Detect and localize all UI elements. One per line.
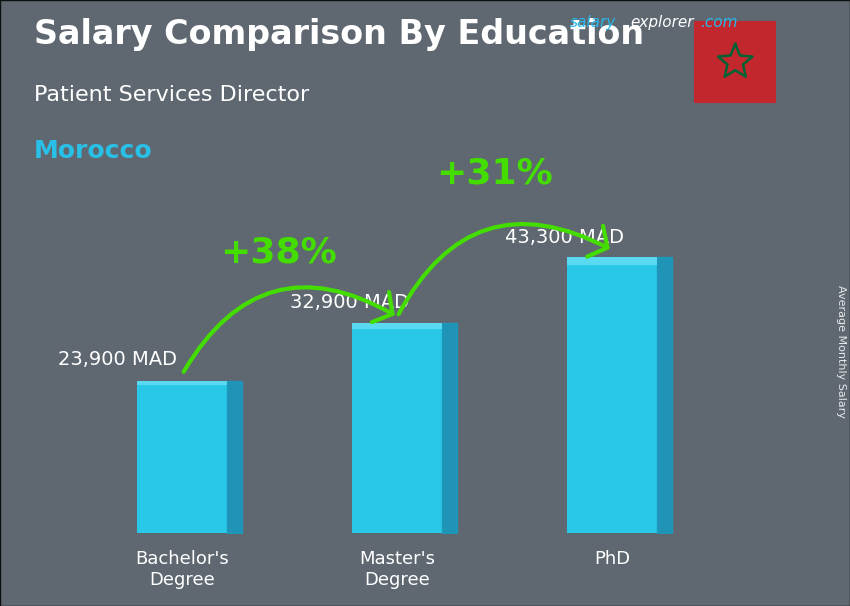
Text: 43,300 MAD: 43,300 MAD xyxy=(506,228,625,247)
Bar xyxy=(567,256,657,533)
Text: Salary Comparison By Education: Salary Comparison By Education xyxy=(34,18,644,51)
Text: +31%: +31% xyxy=(435,156,552,190)
Text: Average Monthly Salary: Average Monthly Salary xyxy=(836,285,846,418)
Bar xyxy=(137,381,228,385)
Text: 32,900 MAD: 32,900 MAD xyxy=(291,293,410,311)
Bar xyxy=(352,323,442,329)
Text: Patient Services Director: Patient Services Director xyxy=(34,85,309,105)
Text: Morocco: Morocco xyxy=(34,139,153,164)
Bar xyxy=(567,256,657,265)
Bar xyxy=(137,381,228,533)
Text: 23,900 MAD: 23,900 MAD xyxy=(59,350,178,369)
Text: salary: salary xyxy=(570,15,615,30)
Text: explorer: explorer xyxy=(631,15,694,30)
Bar xyxy=(352,323,442,533)
Text: +38%: +38% xyxy=(221,236,337,270)
Text: .com: .com xyxy=(700,15,738,30)
